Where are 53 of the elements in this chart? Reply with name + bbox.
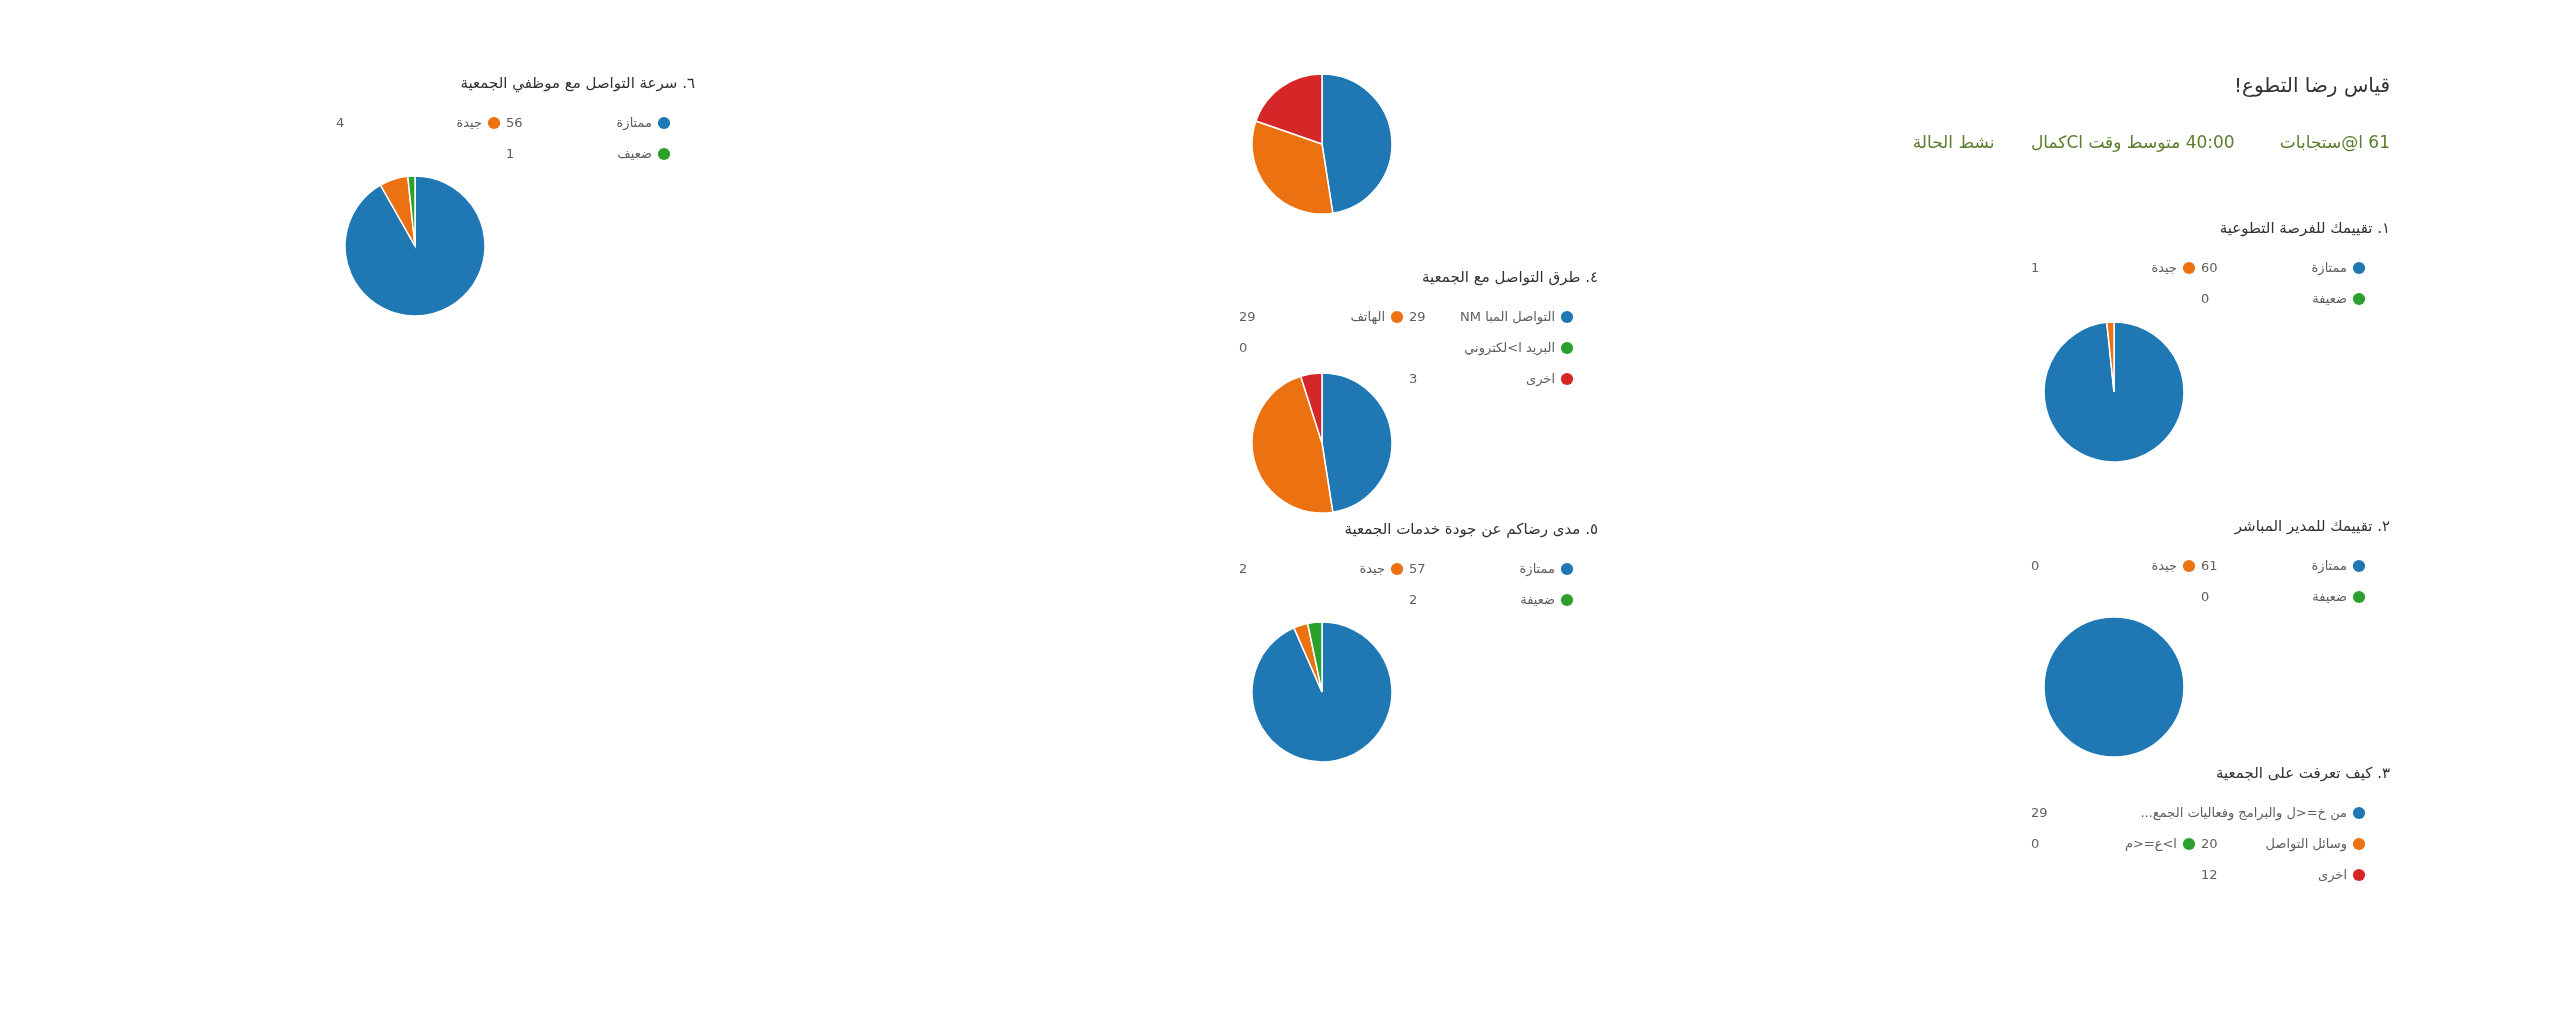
legend-label: التواصل المبا NM <box>1460 309 1555 325</box>
legend-label: جيدة <box>2151 558 2177 573</box>
text: 0 <box>1239 340 1248 355</box>
legend-label: ممتازة <box>2311 260 2347 276</box>
text: قياس رضا التطوع! <box>2234 73 2390 97</box>
data-label: 61 <box>2201 558 2218 573</box>
text: نشط الحالة <box>1912 132 1995 152</box>
data-label: 2 <box>1409 592 1418 607</box>
chart-title: ٢. تقييمك للمدير المباشر <box>2233 517 2390 535</box>
legend-label: جيدة <box>456 115 482 130</box>
legend-label: البريد ا>لكتروني <box>1464 340 1555 356</box>
legend-label: جيدة <box>2151 260 2177 275</box>
chart-title: ٦. سرعة التواصل مع موظفي الجمعية <box>460 74 695 93</box>
legend-label: ضعيفة <box>2312 291 2347 306</box>
legend-label: من خ=<ل والبرامج وفعاليات الجمع... <box>2140 805 2347 821</box>
text: 0 <box>2031 836 2040 851</box>
legend-label: اخرى <box>2318 867 2347 883</box>
data-label: 29 <box>1409 309 1426 324</box>
data-label: 29 <box>2031 805 2048 820</box>
text: 0 <box>2201 589 2210 604</box>
text: 0 <box>2201 291 2210 306</box>
pie-slice <box>1251 621 1393 763</box>
legend-label: ضعيفة <box>2312 589 2347 604</box>
legend-label: ا>ع=<م <box>2124 836 2177 852</box>
data-label: 29 <box>1239 309 1256 324</box>
legend-label: ضعيف <box>617 146 652 161</box>
legend-label: الهاتف <box>1350 309 1385 325</box>
legend-label: اخرى <box>1526 371 1555 387</box>
data-label: 56 <box>506 115 523 130</box>
text: 0 <box>2031 558 2040 573</box>
legend-label: ممتازة <box>2311 558 2347 574</box>
data-label: 20 <box>2201 836 2218 851</box>
data-label: 1 <box>506 146 515 161</box>
text: ٣. كيف تعرفت على الجمعية <box>2216 764 2390 782</box>
legend-label: ضعيفة <box>1520 592 1555 607</box>
text: 40:00 متوسط وقت اCكمال <box>2030 132 2235 152</box>
chart-title: ١. تقييمك للفرصة التطوعية <box>2219 219 2390 237</box>
data-label: 1 <box>2031 260 2040 275</box>
pie-slice <box>2043 321 2185 463</box>
legend-label: جيدة <box>1359 561 1385 576</box>
text: 61 ا@ستجابات <box>2279 132 2390 152</box>
data-label: 3 <box>1409 371 1418 386</box>
data-label: 12 <box>2201 867 2218 882</box>
chart-title: ٤. طرق التواصل مع الجمعية <box>1422 268 1598 286</box>
chart-title: ٥. مدى رضاكم عن جودة خدمات الجمعية <box>1344 520 1598 538</box>
data-label: 2 <box>1239 561 1248 576</box>
pie-slice <box>344 175 486 317</box>
legend-label: ممتازة <box>1519 561 1555 577</box>
legend-label: ممتازة <box>616 115 652 131</box>
legend-label: وسائل التواصل <box>2265 836 2347 852</box>
data-label: 4 <box>336 115 345 130</box>
data-label: 60 <box>2201 260 2218 275</box>
data-label: 57 <box>1409 561 1426 576</box>
